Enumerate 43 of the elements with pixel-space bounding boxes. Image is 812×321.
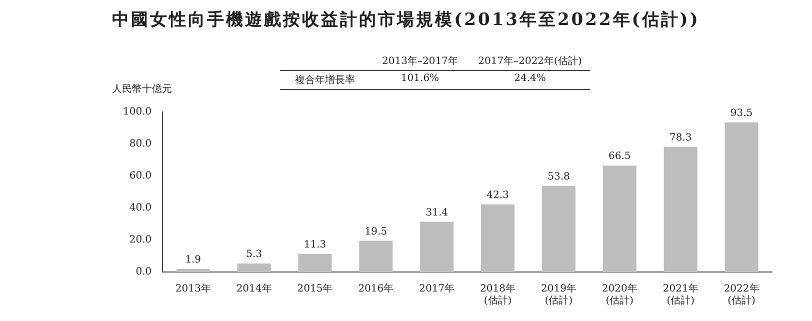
x-tick-label: 2018年 (估計): [480, 282, 516, 307]
bar: [602, 166, 636, 272]
data-label: 66.5: [608, 151, 631, 162]
bar: [664, 146, 698, 272]
bar: [359, 240, 393, 272]
x-tick-label: 2013年: [175, 282, 211, 295]
bar: [298, 254, 332, 272]
data-label: 53.8: [548, 172, 570, 183]
bar: [481, 204, 515, 272]
x-tick-label: 2014年: [236, 282, 272, 295]
y-tick-label: 100.0: [122, 106, 152, 118]
bar: [724, 122, 758, 272]
y-tick-label: 20.0: [129, 234, 152, 246]
x-tick-label: 2016年: [358, 282, 394, 295]
text: 複合年增長率: [280, 70, 370, 90]
x-tick-label: 2021年 (估計): [662, 282, 698, 307]
y-tick-label: 40.0: [129, 202, 152, 214]
data-label: 5.3: [246, 249, 262, 260]
text: 24.4%: [470, 70, 590, 90]
data-label: 93.5: [730, 108, 753, 119]
data-label: 78.3: [669, 132, 692, 144]
data-label: 11.3: [304, 240, 326, 251]
y-tick-label: 80.0: [129, 138, 152, 150]
text: 101.6%: [370, 70, 470, 90]
x-tick-label: 2019年 (估計): [540, 282, 576, 307]
y-tick-label: 0.0: [136, 266, 152, 278]
data-label: 31.4: [426, 207, 448, 218]
y-tick-label: 60.0: [129, 170, 152, 182]
bar: [542, 186, 576, 272]
data-label: 19.5: [364, 226, 388, 238]
x-tick-label: 2017年: [419, 282, 455, 295]
x-tick-label: 2020年 (估計): [602, 282, 638, 307]
bar: [237, 264, 271, 272]
data-label: 1.9: [185, 254, 202, 266]
x-tick-label: 2022年 (估計): [724, 282, 760, 307]
bar: [176, 268, 210, 272]
bar: [420, 222, 454, 272]
data-label: 42.3: [486, 190, 509, 201]
text: 2017年–2022年(估計): [477, 54, 583, 69]
text: 2013年–2017年: [381, 55, 459, 69]
chart-title: 中國女性向手機遊戲按收益計的市場規模(2013年至2022年(估計)): [111, 9, 701, 31]
x-tick-label: 2015年: [297, 282, 333, 295]
y-axis-title: 人民幣十億元: [112, 82, 172, 96]
